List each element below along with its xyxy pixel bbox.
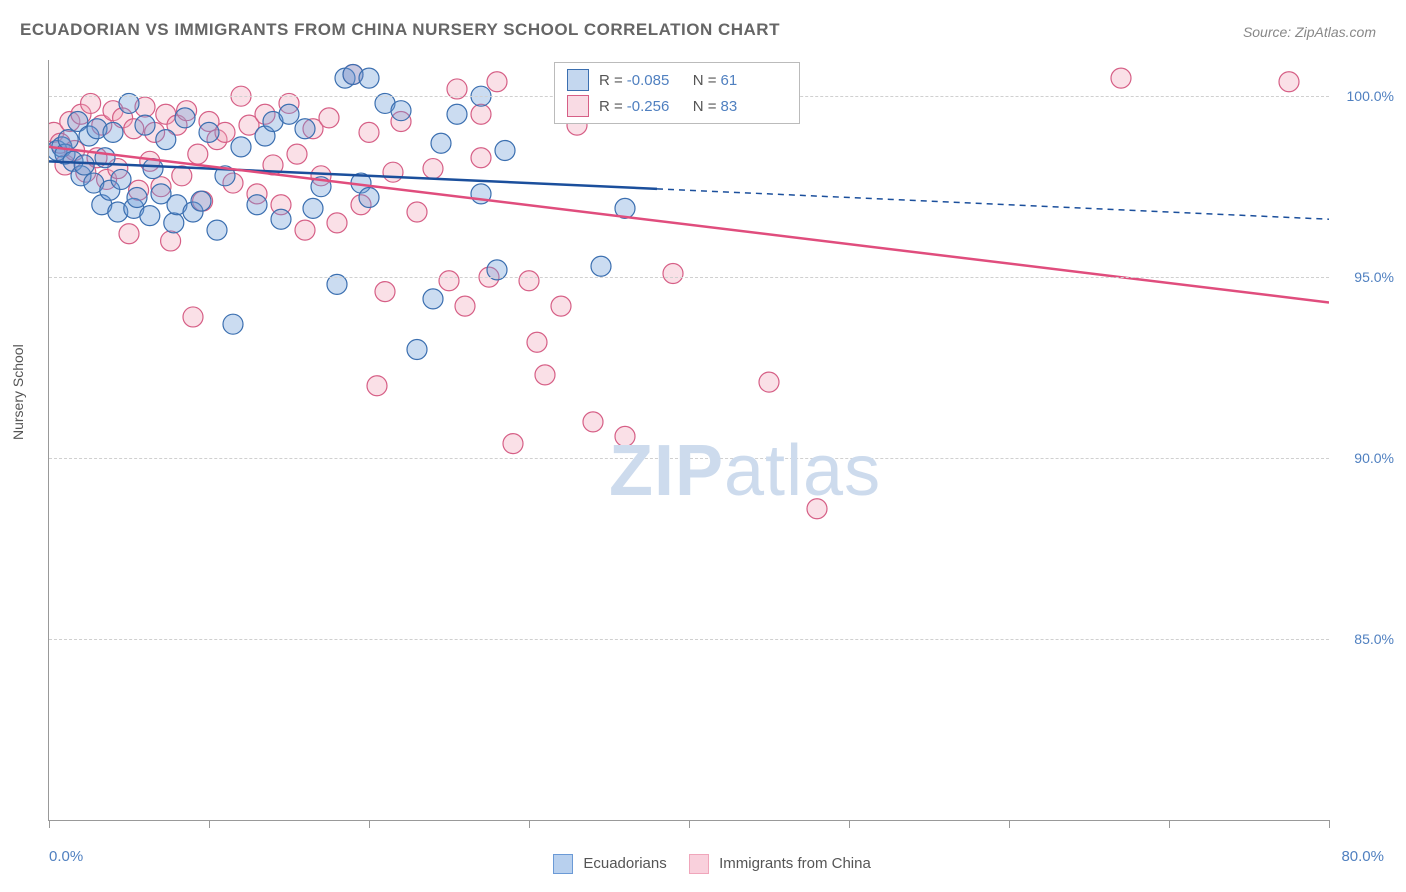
source-attribution: Source: ZipAtlas.com: [1243, 24, 1376, 40]
x-tick: [1329, 820, 1330, 828]
x-tick: [529, 820, 530, 828]
trend-line: [49, 147, 1329, 303]
legend-r-label: R =: [599, 98, 623, 115]
x-tick: [369, 820, 370, 828]
legend-n-label: N =: [693, 98, 717, 115]
x-tick: [1009, 820, 1010, 828]
plot-area: R = -0.085 N = 61 R = -0.256 N = 83 ZIPa…: [48, 60, 1329, 821]
y-tick-label: 95.0%: [1354, 269, 1394, 285]
legend-label: Ecuadorians: [583, 855, 666, 872]
legend-swatch-pink: [567, 95, 589, 117]
legend-swatch-blue: [567, 69, 589, 91]
legend-n-value: 61: [721, 72, 771, 89]
gridline: [49, 277, 1329, 278]
trend-line-extrapolated: [657, 189, 1329, 219]
chart-title: ECUADORIAN VS IMMIGRANTS FROM CHINA NURS…: [20, 20, 780, 40]
x-tick: [49, 820, 50, 828]
x-tick: [1169, 820, 1170, 828]
legend-n-value: 83: [721, 98, 771, 115]
watermark-atlas: atlas: [724, 431, 881, 511]
x-tick: [209, 820, 210, 828]
watermark-zip: ZIP: [609, 431, 724, 511]
y-tick-label: 85.0%: [1354, 631, 1394, 647]
legend-n-label: N =: [693, 72, 717, 89]
watermark: ZIPatlas: [609, 430, 881, 512]
legend-swatch: [553, 854, 573, 874]
y-tick-label: 100.0%: [1347, 88, 1394, 104]
legend-row: R = -0.085 N = 61: [567, 67, 787, 93]
legend-r-value: -0.085: [627, 72, 677, 89]
gridline: [49, 639, 1329, 640]
correlation-legend: R = -0.085 N = 61 R = -0.256 N = 83: [554, 62, 800, 124]
y-tick-label: 90.0%: [1354, 450, 1394, 466]
legend-swatch: [689, 854, 709, 874]
legend-label: Immigrants from China: [719, 855, 871, 872]
legend-r-value: -0.256: [627, 98, 677, 115]
legend-r-label: R =: [599, 72, 623, 89]
y-axis-title: Nursery School: [10, 344, 26, 440]
legend-row: R = -0.256 N = 83: [567, 93, 787, 119]
x-tick: [689, 820, 690, 828]
x-tick: [849, 820, 850, 828]
series-legend: Ecuadorians Immigrants from China: [0, 854, 1406, 874]
